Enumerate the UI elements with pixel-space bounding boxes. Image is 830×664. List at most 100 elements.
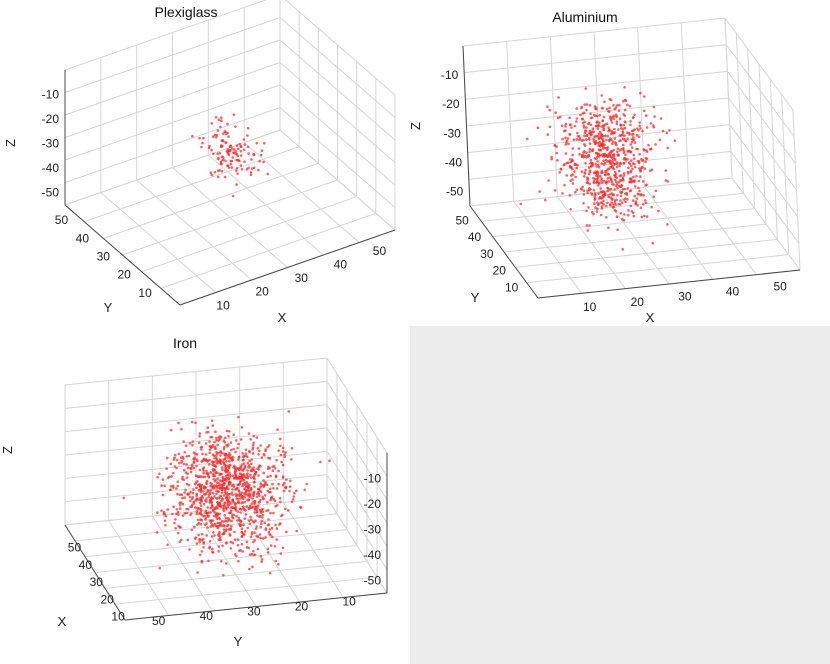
data-point — [214, 430, 217, 433]
data-point — [578, 137, 582, 140]
data-point — [643, 167, 647, 170]
data-point — [264, 536, 267, 539]
data-point — [239, 150, 243, 153]
data-point — [575, 117, 579, 120]
data-point — [596, 160, 599, 163]
data-point — [563, 129, 566, 133]
data-point — [624, 159, 628, 162]
data-point — [567, 142, 570, 146]
data-point — [615, 104, 619, 107]
data-point — [206, 513, 209, 517]
data-point — [628, 104, 632, 108]
data-point — [216, 169, 220, 173]
data-point — [164, 523, 167, 527]
z-tick-label: -30 — [364, 522, 382, 536]
data-point — [255, 495, 259, 499]
data-point — [585, 151, 588, 154]
x-tick-label: 30 — [90, 575, 104, 589]
data-point — [217, 439, 220, 442]
plot-panel-iron: 10 20 30 40 50 50 40 30 20 10 -10 -20 -30 -40 -50 X Y Z Ir… — [0, 326, 410, 664]
data-point — [186, 466, 190, 470]
data-point — [668, 129, 671, 132]
data-point — [184, 471, 188, 474]
data-point — [585, 108, 588, 112]
data-point — [231, 156, 234, 159]
data-point — [287, 410, 291, 413]
data-point — [629, 150, 632, 153]
data-point — [619, 161, 622, 165]
data-point — [227, 135, 230, 138]
y-tick-label: 10 — [138, 286, 152, 300]
data-point — [215, 492, 218, 496]
data-point — [571, 147, 575, 150]
data-point — [282, 489, 286, 493]
data-point — [568, 194, 572, 197]
data-point — [254, 505, 257, 508]
data-point — [232, 447, 235, 451]
data-point — [187, 454, 191, 458]
scatter-points — [122, 410, 331, 577]
data-point — [234, 169, 238, 172]
data-point — [616, 186, 619, 190]
data-point — [595, 210, 599, 213]
data-point — [594, 162, 597, 166]
data-point — [231, 474, 235, 477]
data-point — [217, 118, 221, 121]
data-point — [556, 159, 559, 162]
data-point — [601, 124, 605, 127]
data-point — [237, 516, 241, 520]
data-point — [180, 538, 183, 542]
data-point — [571, 178, 574, 181]
data-point — [169, 428, 173, 432]
data-point — [202, 537, 205, 541]
data-point — [580, 139, 584, 142]
data-point — [181, 496, 184, 500]
data-point — [650, 168, 654, 171]
data-point — [575, 138, 579, 141]
data-point — [555, 145, 558, 148]
data-point — [260, 456, 264, 459]
data-point — [216, 175, 220, 179]
data-point — [626, 170, 630, 174]
data-point — [574, 175, 577, 179]
data-point — [613, 127, 616, 131]
data-point — [619, 194, 623, 198]
data-point — [596, 201, 599, 204]
data-point — [653, 115, 656, 118]
y-tick-label: 30 — [97, 249, 111, 263]
data-point — [583, 175, 586, 178]
data-point — [172, 458, 176, 461]
data-point — [244, 454, 248, 458]
data-point — [172, 505, 175, 508]
data-point — [210, 122, 214, 125]
data-point — [607, 110, 610, 113]
data-point — [267, 518, 270, 521]
data-point — [228, 459, 231, 463]
data-point — [246, 498, 249, 502]
data-point — [240, 473, 244, 476]
data-point — [259, 536, 263, 540]
data-point — [225, 528, 228, 531]
data-point — [255, 492, 259, 496]
data-point — [178, 503, 182, 507]
data-point — [626, 103, 629, 107]
data-point — [185, 482, 189, 486]
data-point — [575, 188, 579, 192]
data-point — [634, 200, 638, 203]
y-tick-label: 30 — [247, 604, 261, 618]
data-point — [621, 178, 625, 181]
data-point — [606, 201, 609, 205]
data-point — [591, 162, 594, 165]
data-point — [226, 131, 229, 135]
data-point — [270, 495, 274, 498]
y-axis-label: Y — [471, 290, 480, 305]
data-point — [256, 487, 260, 491]
data-point — [258, 508, 262, 512]
data-point — [269, 490, 272, 494]
data-point — [249, 173, 253, 177]
data-point — [233, 148, 236, 151]
data-point — [645, 157, 649, 161]
data-point — [269, 533, 272, 537]
data-point — [638, 189, 641, 193]
data-point — [610, 121, 614, 124]
